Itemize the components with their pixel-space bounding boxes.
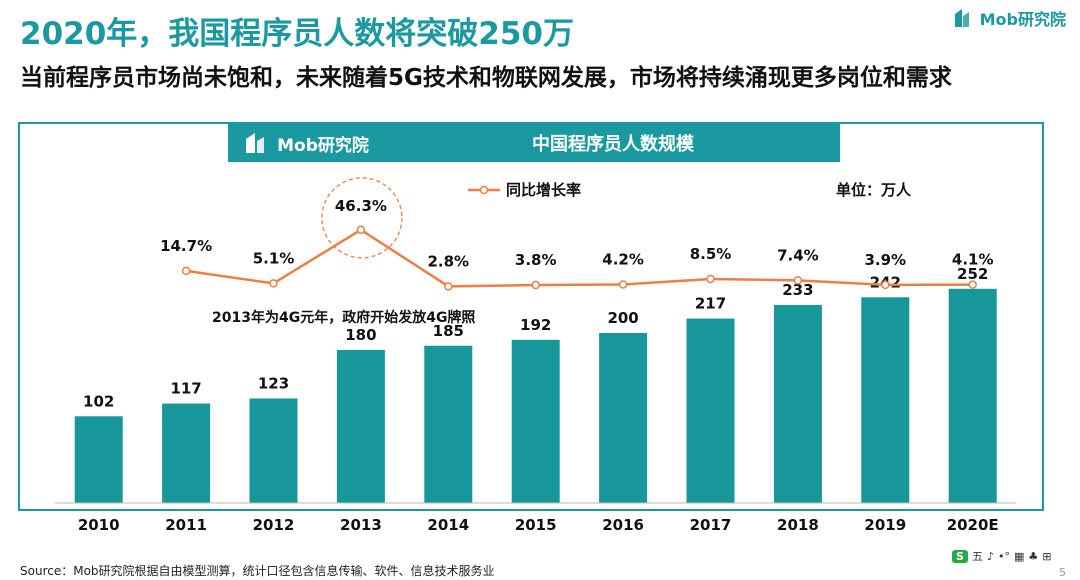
unit-label: 单位：万人 — [836, 181, 912, 199]
x-tick-label: 2010 — [78, 516, 120, 534]
chart-header: Mob研究院 中国程序员人数规模 — [228, 124, 840, 162]
growth-point — [881, 280, 890, 290]
growth-point — [793, 276, 803, 285]
growth-point — [181, 266, 191, 276]
growth-label: 3.8% — [515, 251, 557, 269]
bar — [162, 403, 211, 503]
growth-point — [968, 280, 977, 289]
skin-icon[interactable]: ♣ — [1028, 549, 1039, 563]
growth-label: 4.1% — [952, 251, 994, 269]
bar — [773, 304, 822, 503]
bar-value-label: 117 — [170, 380, 201, 398]
brand-name: Mob研究院 — [979, 10, 1066, 29]
annotation-text: 2013年为4G元年，政府开始发放4G牌照 — [212, 309, 475, 326]
x-tick-label: 2017 — [690, 516, 732, 534]
bar-value-label: 200 — [607, 309, 638, 327]
growth-point — [618, 280, 628, 289]
x-tick-label: 2013 — [340, 516, 382, 534]
bar — [511, 339, 560, 503]
growth-line — [185, 228, 973, 288]
bar — [424, 345, 473, 503]
legend-label: 同比增长率 — [506, 181, 581, 199]
brand-logo: Mob研究院 — [954, 6, 1066, 30]
bar — [599, 333, 648, 503]
growth-point — [706, 274, 715, 284]
bar-value-label: 252 — [957, 265, 988, 283]
chart-frame: Mob研究院 中国程序员人数规模 — [18, 122, 1044, 511]
growth-point — [531, 280, 540, 290]
bar-value-label: 233 — [782, 281, 813, 299]
bar — [336, 350, 385, 503]
x-tick-label: 2014 — [427, 516, 469, 534]
page-title: 2020年，我国程序员人数将突破250万 — [20, 16, 574, 52]
chart-brand-label: Mob研究院 — [277, 135, 369, 156]
input-toolbar[interactable]: S 五 ♪ •° ▦ ♣ ⊞ — [952, 548, 1051, 564]
bar — [74, 416, 123, 503]
building-icon — [246, 133, 265, 153]
source-note: Source：Mob研究院根据自由模型测算，统计口径包含信息传输、软件、信息技术… — [20, 564, 495, 578]
growth-label: 46.3% — [335, 197, 387, 215]
bar-value-label: 180 — [345, 326, 376, 344]
bar — [686, 318, 735, 503]
sogou-icon[interactable]: S — [952, 549, 968, 563]
highlight-circle — [321, 177, 403, 259]
page-number: 5 — [1059, 566, 1066, 579]
growth-label: 4.2% — [602, 251, 644, 269]
punct-icon[interactable]: •° — [997, 549, 1010, 563]
growth-point — [269, 279, 278, 288]
growth-point — [444, 282, 453, 291]
grid-icon[interactable]: ⊞ — [1042, 549, 1052, 563]
moon-icon[interactable]: ♪ — [986, 549, 994, 563]
growth-label: 3.9% — [864, 251, 906, 269]
keyboard-icon[interactable]: ▦ — [1013, 549, 1025, 563]
bar-value-label: 102 — [83, 392, 114, 410]
bar-value-label: 185 — [433, 322, 464, 340]
x-tick-label: 2020E — [947, 516, 999, 534]
x-tick-label: 2018 — [777, 516, 819, 534]
x-tick-label: 2016 — [602, 516, 644, 534]
growth-point — [356, 225, 366, 235]
x-tick-label: 2011 — [165, 516, 207, 534]
bar-value-label: 123 — [258, 374, 289, 392]
bar — [249, 398, 298, 503]
x-tick-label: 2012 — [253, 516, 295, 534]
bar-value-label: 217 — [695, 295, 726, 313]
page-subtitle: 当前程序员市场尚未饱和，未来随着5G技术和物联网发展，市场将持续涌现更多岗位和需… — [20, 65, 952, 91]
tool-item[interactable]: 五 — [971, 550, 983, 563]
chart-brand: Mob研究院 — [228, 124, 386, 162]
x-tick-label: 2015 — [515, 516, 557, 534]
growth-label: 7.4% — [777, 246, 819, 264]
bar — [948, 288, 997, 503]
growth-label: 2.8% — [427, 252, 469, 270]
bar-value-label: 192 — [520, 316, 551, 334]
legend-marker — [479, 185, 489, 195]
bar — [861, 297, 910, 503]
building-icon — [954, 9, 969, 27]
growth-label: 14.7% — [160, 237, 212, 255]
x-tick-label: 2019 — [864, 516, 906, 534]
chart-title: 中国程序员人数规模 — [386, 124, 840, 162]
growth-label: 8.5% — [690, 245, 732, 263]
growth-label: 5.1% — [253, 249, 295, 267]
